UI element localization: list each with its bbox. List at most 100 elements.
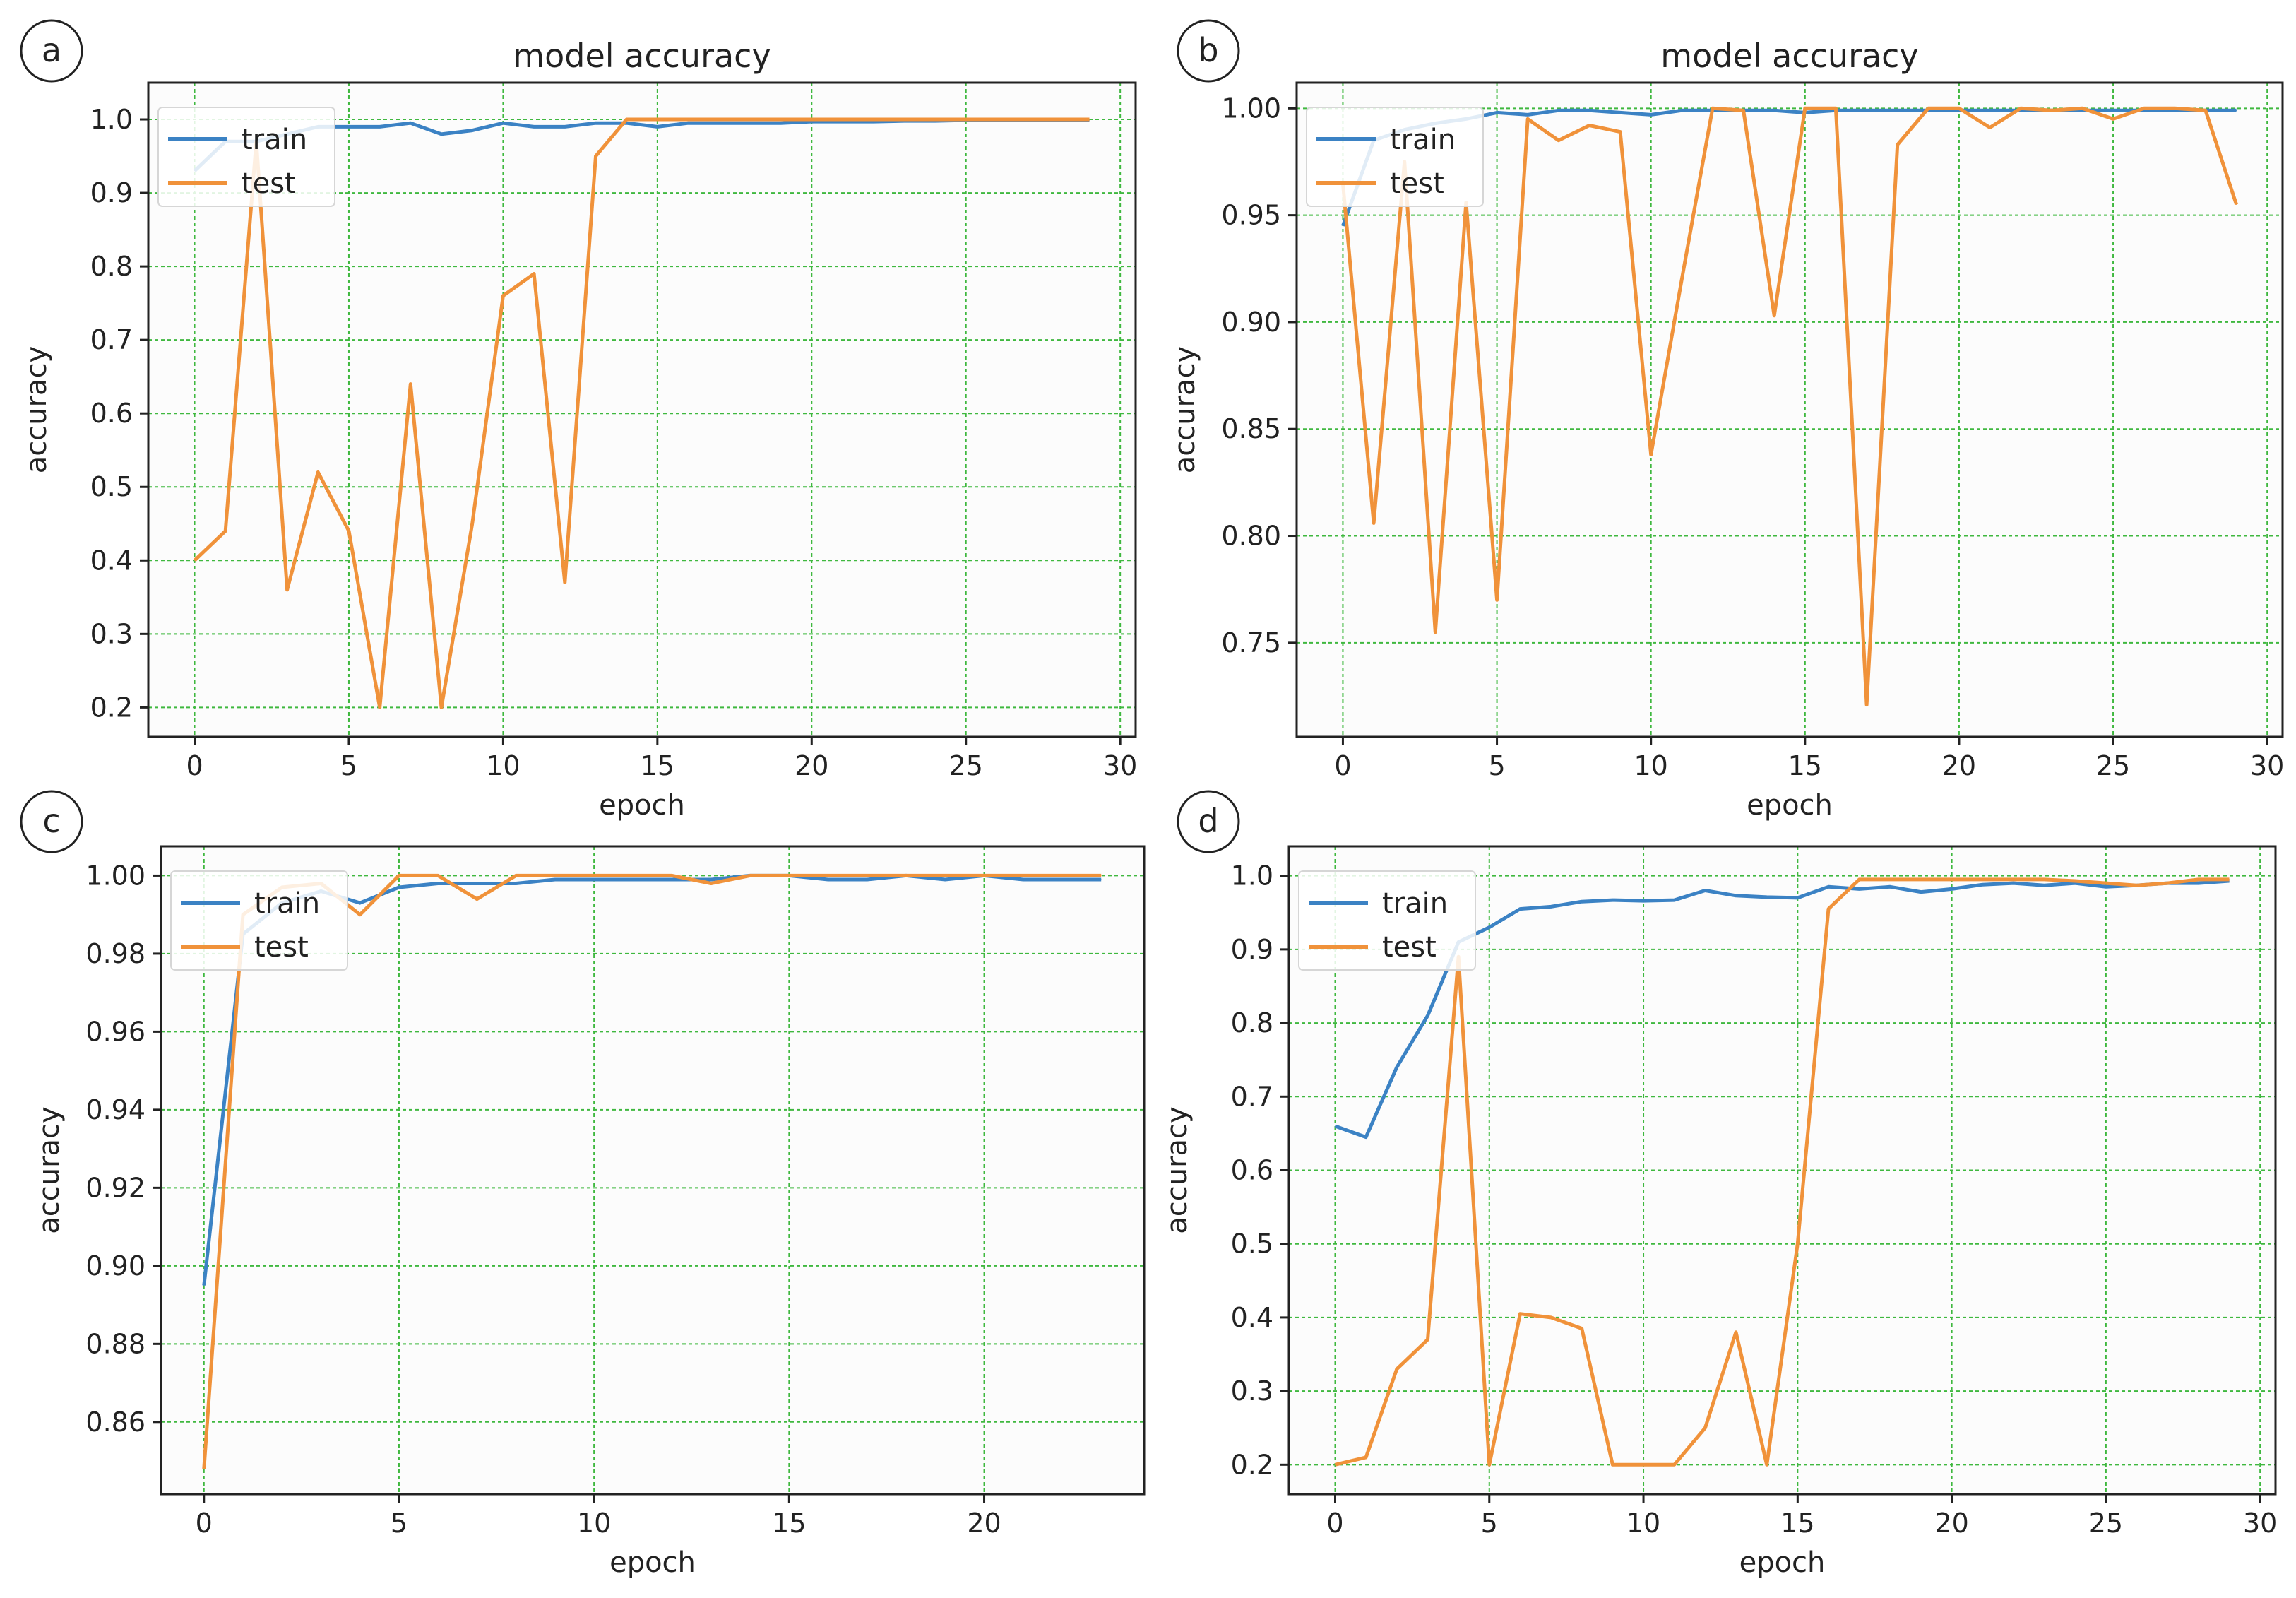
y-tick-label: 0.5 — [1231, 1229, 1273, 1260]
legend: train test — [170, 870, 348, 971]
legend-label-test: test — [242, 167, 296, 200]
data-point-test — [1612, 1464, 1613, 1465]
data-point-test — [533, 273, 535, 275]
data-point-train — [1061, 879, 1063, 880]
data-point-train — [1773, 110, 1775, 111]
data-point-test — [437, 875, 439, 876]
x-tick-label: 10 — [486, 750, 520, 781]
panel-label: a — [42, 31, 61, 69]
x-tick-label: 20 — [795, 750, 828, 781]
chart-title: model accuracy — [513, 37, 771, 75]
y-tick-label: 0.96 — [85, 1016, 145, 1047]
legend: train test — [1298, 870, 1476, 971]
data-point-train — [2236, 110, 2237, 111]
x-axis-label: epoch — [599, 789, 685, 822]
panel-label-circle — [20, 19, 83, 83]
data-point-test — [944, 875, 946, 876]
y-tick-label: 0.2 — [1231, 1449, 1273, 1480]
data-point-test — [626, 119, 627, 120]
legend-label-train: train — [242, 124, 307, 156]
data-point-train — [718, 122, 720, 124]
series-line-test — [1340, 106, 2238, 707]
panel-label: c — [42, 802, 60, 840]
y-tick-label: 0.5 — [90, 471, 133, 502]
data-point-test — [1989, 127, 1991, 129]
data-point-train — [657, 126, 658, 127]
data-point-train — [203, 1284, 205, 1286]
panel-label-circle — [1177, 790, 1240, 853]
data-point-test — [1650, 454, 1652, 456]
data-point-test — [1804, 107, 1806, 109]
y-tick-label: 0.95 — [1221, 200, 1281, 231]
data-point-train — [1982, 884, 1983, 885]
y-tick-label: 1.0 — [1231, 860, 1273, 892]
data-point-test — [965, 119, 967, 120]
y-tick-label: 0.9 — [90, 177, 133, 208]
y-tick-label: 0.88 — [85, 1328, 145, 1359]
data-point-test — [811, 119, 812, 120]
data-point-train — [780, 122, 782, 124]
data-point-test — [710, 882, 712, 884]
y-tick-label: 1.00 — [85, 860, 145, 891]
data-point-test — [1927, 107, 1929, 109]
data-point-test — [1061, 875, 1063, 876]
data-point-train — [533, 126, 535, 127]
data-point-test — [1550, 1317, 1552, 1318]
y-tick-label: 0.3 — [1231, 1375, 1273, 1407]
data-point-train — [1100, 879, 1102, 880]
data-point-test — [593, 875, 595, 876]
data-point-train — [2074, 882, 2076, 884]
data-point-test — [1859, 879, 1860, 880]
data-point-test — [398, 875, 400, 876]
data-point-test — [359, 914, 361, 916]
data-point-test — [2081, 107, 2083, 109]
data-point-train — [2013, 882, 2014, 884]
y-tick-label: 0.90 — [85, 1250, 145, 1282]
data-point-test — [934, 119, 936, 120]
x-tick-label: 20 — [1934, 1508, 1968, 1539]
data-point-train — [379, 126, 381, 127]
data-point-test — [1088, 119, 1090, 120]
data-point-test — [1558, 140, 1559, 141]
panel-label: b — [1198, 31, 1218, 69]
data-point-train — [1897, 110, 1898, 111]
data-point-test — [2143, 107, 2145, 109]
data-point-test — [317, 471, 319, 473]
data-point-test — [1889, 879, 1891, 880]
x-tick-label: 20 — [1942, 750, 1976, 781]
y-tick-label: 0.98 — [85, 938, 145, 969]
data-point-test — [1958, 107, 1960, 109]
data-point-train — [710, 879, 712, 880]
legend-label-train: train — [1382, 887, 1448, 920]
x-tick-label: 0 — [186, 750, 203, 781]
y-tick-label: 1.0 — [90, 104, 133, 135]
x-tick-label: 10 — [577, 1508, 611, 1539]
x-tick-label: 0 — [1326, 1508, 1343, 1539]
data-point-test — [788, 875, 790, 876]
data-point-test — [1334, 1464, 1336, 1465]
x-tick-label: 15 — [1780, 1508, 1814, 1539]
data-point-train — [1650, 114, 1652, 115]
data-point-test — [554, 875, 556, 876]
data-point-test — [1897, 144, 1898, 146]
axes-frame — [147, 81, 1137, 738]
y-tick-label: 0.4 — [90, 545, 133, 576]
x-axis-label: epoch — [1747, 789, 1833, 822]
x-tick-label: 0 — [196, 1508, 213, 1539]
data-point-test — [1743, 110, 1744, 111]
data-point-train — [1550, 906, 1552, 907]
y-axis-label: accuracy — [1169, 346, 1201, 473]
y-tick-label: 0.2 — [90, 692, 133, 723]
data-point-test — [441, 706, 442, 708]
axes-frame — [1295, 81, 2284, 738]
y-axis-label: accuracy — [1161, 1106, 1194, 1233]
data-point-test — [2013, 879, 2014, 880]
data-point-train — [1735, 895, 1737, 896]
x-tick-label: 0 — [1334, 750, 1351, 781]
data-point-test — [1058, 119, 1059, 120]
x-tick-label: 25 — [949, 750, 983, 781]
x-tick-label: 10 — [1626, 1508, 1660, 1539]
panel-label-circle — [1177, 19, 1240, 83]
data-point-train — [1588, 110, 1590, 111]
